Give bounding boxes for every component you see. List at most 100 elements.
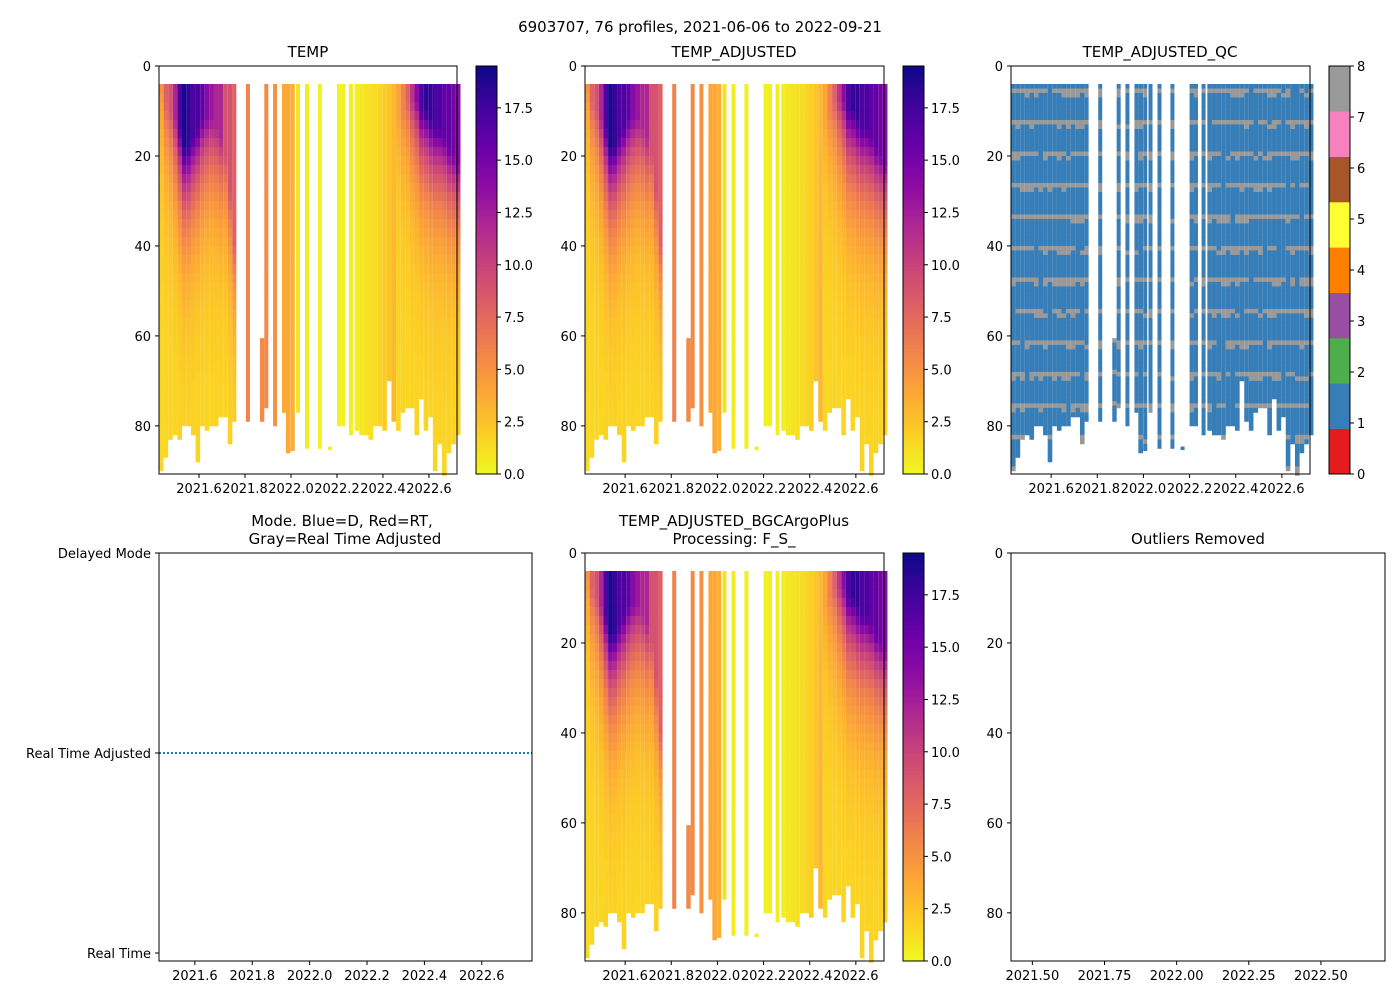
temp-cell [209,191,214,202]
temp-cell [672,110,677,121]
temp-cell [405,173,410,184]
qc-cell [1038,241,1044,247]
temp-cell [598,245,604,256]
qc-cell [1020,362,1025,368]
temp-cell [864,362,869,373]
temp-cell [451,254,456,265]
temp-cell [232,299,237,310]
temp-cell [744,254,749,265]
temp-cell [223,281,228,292]
temp-cell [781,137,786,148]
temp-cell [882,281,888,292]
temp-cell [763,362,768,373]
temp-cell [799,371,805,382]
temp-cell [409,245,415,256]
temp-cell [690,317,695,328]
temp-cell [845,218,851,229]
temp-cell [708,308,713,319]
temp-cell [827,218,833,229]
temp-cell [213,344,219,355]
temp-cell [168,227,173,238]
qc-cell [1011,200,1016,206]
temp-cell [882,191,888,202]
temp-cell [204,299,210,310]
temp-cell [813,146,819,157]
temp-cell [626,173,631,184]
qc-cell [1011,281,1016,287]
temp-cell [621,101,627,112]
temp-cell [635,128,641,139]
colorbar-step [903,96,924,101]
temp-cell [414,209,420,220]
temp-cell [336,110,342,121]
temp-cell [795,308,800,319]
colorbar-step [903,86,924,91]
temp-cell [869,83,874,94]
temp-cell [396,389,401,400]
temp-cell [775,200,780,211]
temp-cell [672,182,677,193]
temp-cell [612,389,618,400]
temp-cell [644,182,650,193]
temp-cell [822,218,828,229]
qc-cell [1024,331,1030,337]
temp-cell [841,335,846,346]
temp-cell [836,380,842,391]
temp-cell [775,101,780,112]
temp-cell [649,389,654,400]
temp-cell [855,164,860,175]
temp-cell [775,155,780,166]
temp-cell [377,380,383,391]
temp-cell [181,173,187,184]
temp-cell [336,416,342,427]
qc-cell [1011,169,1016,175]
temp-cell [850,371,856,382]
temp-cell [273,362,278,373]
temp-cell [264,92,269,103]
temp-cell [822,254,828,265]
temp-cell [282,164,286,175]
temp-cell [690,218,695,229]
qc-cell [1029,254,1035,260]
qc-cell [1043,128,1048,134]
temp-cell [168,200,173,211]
temp-cell [790,110,796,121]
temp-cell [432,146,438,157]
qc-cell [1029,380,1035,386]
temp-cell [589,182,595,193]
temp-cell [790,407,796,418]
temp-cell [708,407,713,413]
temp-cell [204,137,210,148]
temp-cell [455,353,461,364]
temp-cell [373,272,378,283]
temp-cell [869,155,874,166]
colorbar-step [476,181,497,186]
temp-cell [585,128,590,139]
temp-cell [649,146,654,157]
temp-cell [341,281,346,292]
temp-cell [869,425,874,436]
qc-cell [1034,362,1039,368]
temp-cell [181,164,187,175]
temp-cell [264,173,269,184]
temp-cell [437,344,443,355]
temp-cell [785,254,791,265]
temp-cell [869,389,874,400]
temp-cell [354,389,360,400]
temp-cell [396,146,401,157]
qc-cell [1020,326,1025,332]
temp-cell [699,182,704,193]
temp-cell [818,317,823,328]
temp-cell [451,92,456,103]
temp-cell [612,416,618,427]
qc-cell [1034,358,1039,364]
temp-cell [617,236,622,247]
x-tick-label: 2022.4 [787,482,833,497]
temp-cell [644,299,650,310]
temp-cell [172,290,178,301]
temp-cell [809,263,814,274]
colorbar-step [476,100,497,104]
temp-cell [348,380,353,391]
temp-cell [409,317,415,328]
temp-cell [589,362,595,373]
